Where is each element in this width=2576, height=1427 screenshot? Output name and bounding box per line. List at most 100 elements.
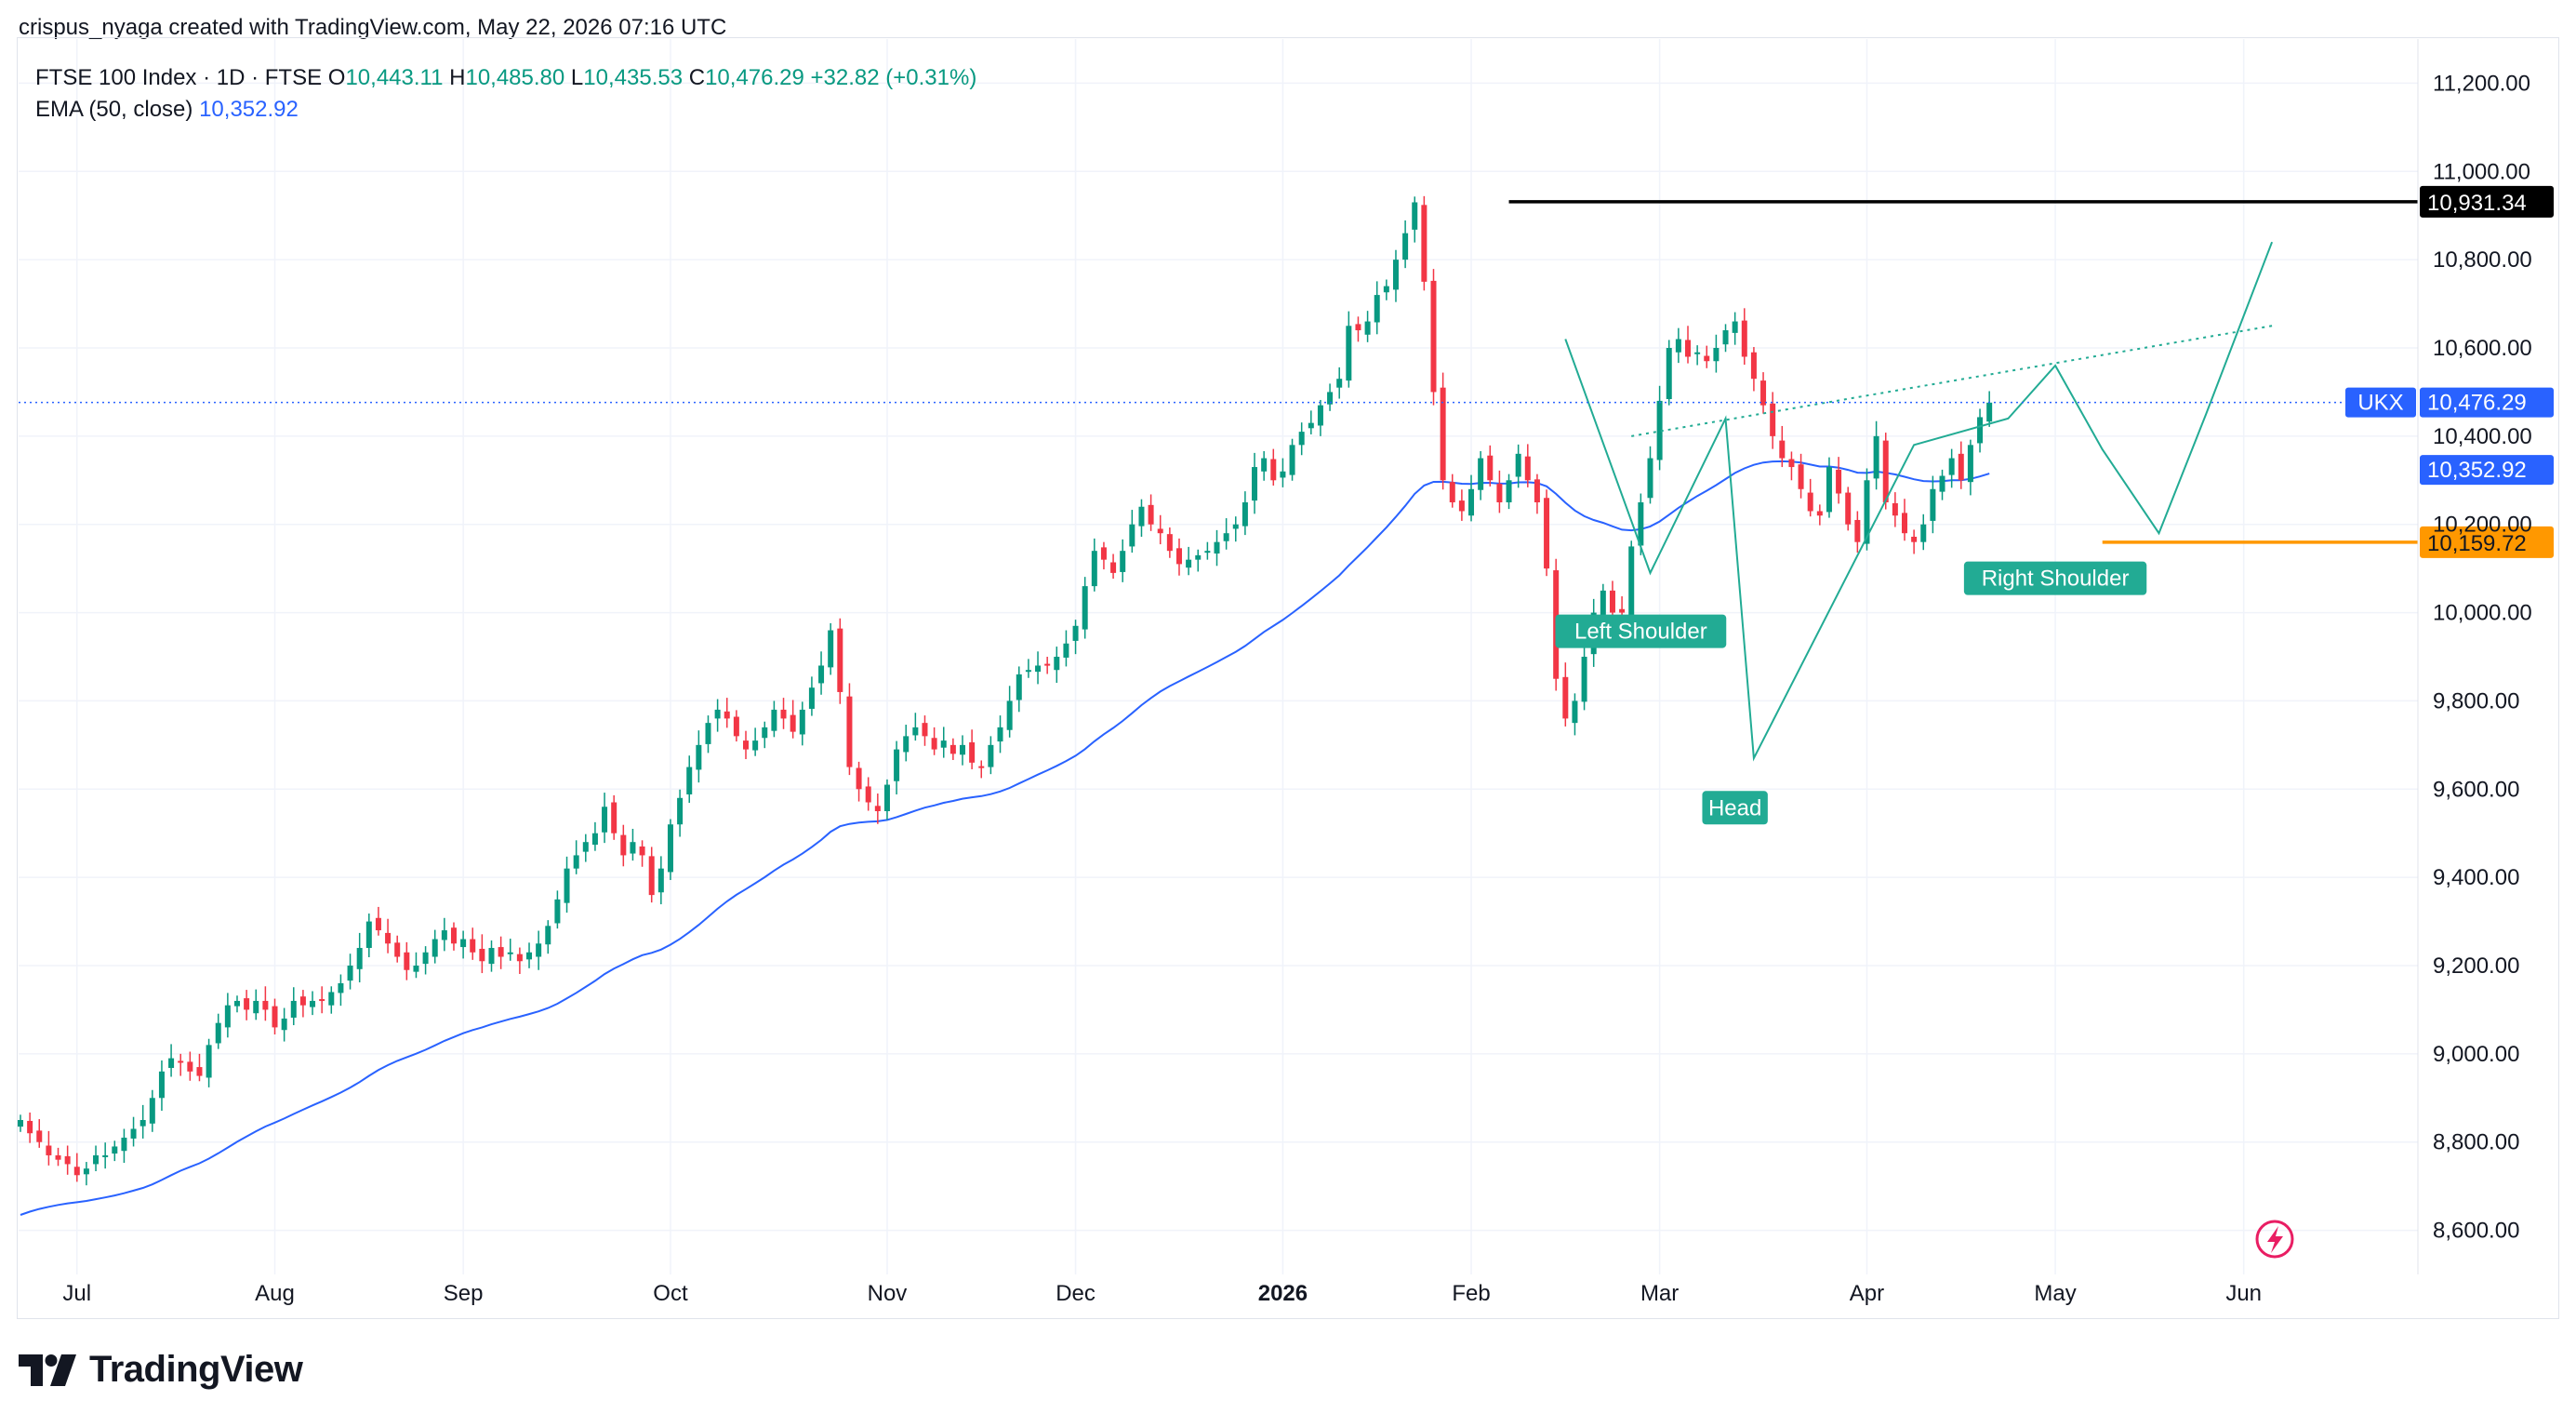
candle-body: [347, 966, 353, 981]
candle-body: [130, 1128, 137, 1139]
candle-body: [874, 806, 881, 811]
candle-body: [224, 1005, 231, 1028]
candle-body: [1807, 492, 1813, 512]
candle-body: [1157, 528, 1163, 534]
candle-body: [545, 926, 551, 945]
candle-body: [1298, 432, 1305, 446]
resistance-price-label: 10,931.34: [2427, 191, 2527, 216]
candle-body: [1788, 459, 1795, 468]
x-tick-label: Jun: [2225, 1281, 2262, 1306]
lightning-icon: [2255, 1220, 2294, 1259]
y-tick-label: 9,800.00: [2433, 688, 2519, 714]
candle-body: [1826, 467, 1832, 513]
candle-body: [1440, 387, 1446, 481]
candle-body: [450, 927, 457, 944]
x-tick-label: 2026: [1258, 1281, 1308, 1306]
candle-body: [1082, 586, 1088, 630]
candle-body: [27, 1120, 33, 1134]
candle-body: [1129, 524, 1135, 547]
candle-body: [375, 917, 381, 931]
candle-body: [677, 797, 684, 825]
candle-body: [1054, 657, 1060, 671]
candle-body: [1694, 352, 1701, 354]
candle-body: [422, 952, 429, 965]
pattern-label: Left Shoulder: [1574, 620, 1707, 645]
candle-body: [1166, 534, 1173, 552]
candle-body: [799, 709, 805, 735]
candle-body: [488, 948, 495, 965]
candle-body: [1770, 403, 1776, 436]
candle-body: [244, 998, 250, 1010]
y-tick-label: 8,800.00: [2433, 1130, 2519, 1155]
candle-body: [969, 742, 976, 763]
tradingview-logo[interactable]: TradingView: [19, 1349, 303, 1391]
candle-body: [1035, 665, 1042, 673]
candle-body: [1967, 445, 1973, 483]
candle-body: [187, 1061, 193, 1072]
candle-body: [1100, 547, 1107, 560]
candle-body: [1252, 467, 1258, 501]
lightning-icon-bolt: [2267, 1226, 2283, 1253]
candle-body: [931, 738, 937, 750]
candle-body: [743, 740, 750, 750]
candle-body: [922, 723, 928, 737]
ema-line-layer: [20, 460, 1990, 1216]
legend-high-label: H: [449, 65, 466, 90]
y-tick-label: 8,600.00: [2433, 1219, 2519, 1244]
candle-body: [620, 834, 627, 856]
candle-body: [1732, 321, 1738, 333]
candle-body: [940, 740, 947, 748]
candle-body: [1572, 700, 1578, 724]
candle-body: [1628, 546, 1635, 616]
x-tick-label: May: [2034, 1281, 2076, 1306]
candle-body: [1873, 435, 1879, 479]
candle-body: [470, 939, 476, 953]
pattern-label-bg: [1555, 614, 1727, 648]
candle-body: [1091, 551, 1097, 587]
legend-low-label: L: [570, 65, 584, 90]
legend-ema: EMA (50, close) 10,352.92: [35, 97, 299, 123]
x-tick-label: Nov: [868, 1281, 908, 1306]
candle-body: [206, 1045, 212, 1078]
candle-body: [253, 1000, 259, 1014]
candle-body: [1355, 324, 1361, 331]
candle-body: [1816, 511, 1823, 516]
candle-body: [404, 952, 410, 970]
candle-body: [394, 942, 401, 957]
candle-body: [657, 868, 664, 893]
candle-body: [1911, 536, 1918, 542]
candle-body: [1232, 524, 1239, 529]
x-tick-label: Dec: [1056, 1281, 1095, 1306]
candle-body: [233, 1000, 240, 1007]
candle-body: [846, 696, 853, 767]
y-tick-label: 11,000.00: [2433, 159, 2530, 184]
candle-body: [1647, 458, 1653, 499]
candle-body: [168, 1058, 175, 1069]
candle-body: [1515, 453, 1521, 477]
candle-body: [1346, 326, 1352, 381]
legend-ema-label: EMA (50, close): [35, 97, 193, 122]
candle-body: [997, 727, 1003, 742]
candle-body: [1148, 504, 1154, 525]
candle-body: [1902, 513, 1907, 534]
candle-body: [780, 709, 787, 719]
candle-body: [338, 982, 344, 994]
symbol-tag-label: UKX: [2357, 391, 2403, 416]
candle-body: [1864, 480, 1870, 544]
pattern-label-bg: [1702, 791, 1768, 825]
candle-body: [705, 723, 711, 744]
candle-body: [894, 749, 900, 781]
candle-body: [64, 1155, 71, 1165]
candle-body: [1619, 608, 1626, 613]
pattern-label: Head: [1708, 795, 1761, 820]
candle-body: [1779, 440, 1786, 459]
ema-price-label: 10,352.92: [2427, 458, 2527, 483]
candle-body: [149, 1098, 155, 1124]
candle-body: [1478, 458, 1484, 490]
candle-body: [1025, 670, 1031, 673]
candle-body: [733, 716, 739, 737]
candle-body: [1798, 464, 1804, 489]
candle-body: [328, 992, 335, 1006]
symbol-tag-bg: [2345, 387, 2416, 418]
